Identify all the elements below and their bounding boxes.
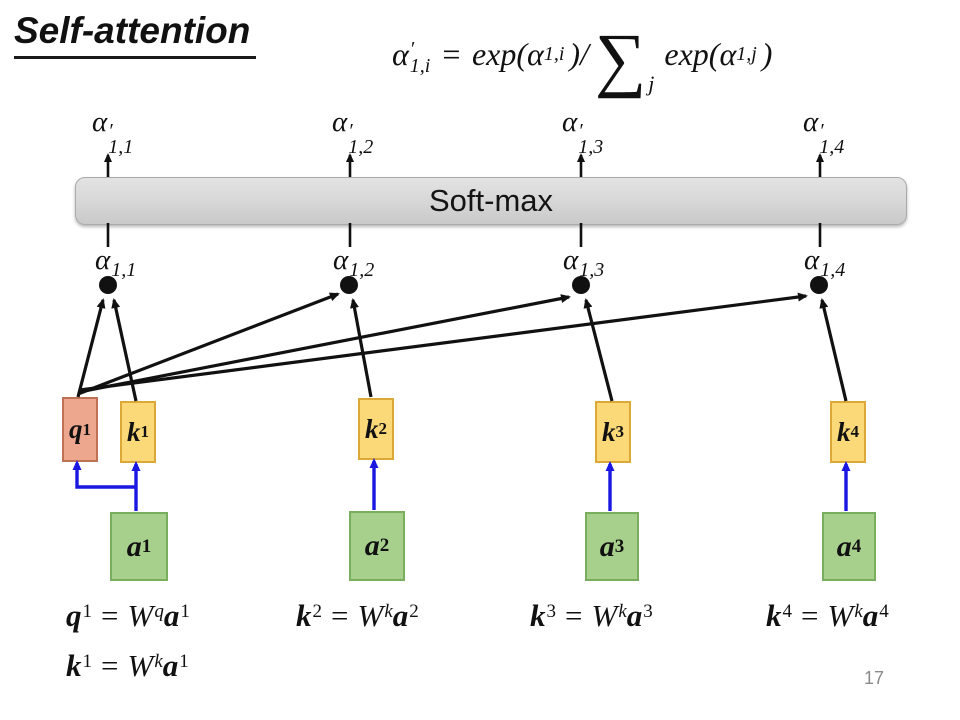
formula-slash: / [580,35,589,72]
formula-paren4: ) [761,35,773,72]
slide-title: Self-attention [14,10,257,59]
formula-alpha3: α [719,35,737,72]
alpha-1-3: α1,3 [563,244,605,281]
sigma-symbol: ∑ [594,19,647,100]
attention-arrows [76,292,848,402]
softmax-output-arrows [104,153,824,177]
equation-q1: q1 = Wqa1 [66,598,190,633]
equation-k4: k4 = Wka4 [766,598,889,633]
softmax-formula: α ′ 1,i = exp(α 1,i) / ∑ j exp(α 1,j) [392,19,773,100]
formula-equals: = [440,35,462,72]
alpha-prime-1-4: α ′ 1,4 [803,106,845,158]
alpha-prime-1-1: α ′ 1,1 [92,106,134,158]
formula-paren2: ) [569,35,581,72]
equation-k1: k1 = Wka1 [66,648,189,683]
equation-k2: k2 = Wka2 [296,598,419,633]
formula-exp1: exp [471,35,517,72]
page-number: 17 [864,668,885,688]
sigma-subscript: j [648,70,655,96]
softmax-input-stubs [106,223,822,247]
alpha-prime-1-2: α ′ 1,2 [332,106,374,158]
formula-paren3: ( [708,35,720,72]
equation-k3: k3 = Wka3 [530,598,653,633]
alpha-1-4: α1,4 [804,244,846,281]
softmax-bar: Soft-max [75,177,907,225]
formula-paren: ( [516,35,528,72]
formula-alpha: α [392,35,409,72]
formula-alpha2: α [527,35,544,72]
alpha-1-2: α1,2 [333,244,375,281]
formula-prime: ′ [409,38,415,60]
input-transform-arrows [72,458,851,511]
formula-sub: 1,i [409,55,431,77]
alpha-1-1: α1,1 [95,244,137,281]
formula-exp2: exp [664,35,709,72]
attention-dots [99,276,828,294]
alpha-prime-1-3: α ′ 1,3 [562,106,604,158]
